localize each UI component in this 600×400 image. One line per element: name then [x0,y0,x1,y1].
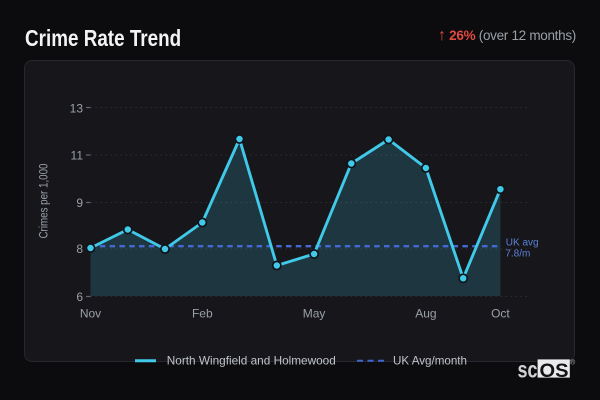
svg-text:®: ® [570,357,576,366]
svg-text:Oct: Oct [491,307,510,321]
svg-text:Nov: Nov [80,307,101,321]
svg-text:UK avg: UK avg [506,238,539,249]
svg-text:11: 11 [71,149,84,163]
svg-text:Aug: Aug [415,307,436,321]
svg-text:OS: OS [540,361,569,382]
svg-text:6: 6 [76,290,83,304]
svg-text:Feb: Feb [192,307,213,321]
svg-text:13: 13 [70,101,84,115]
svg-text:May: May [303,307,326,321]
svg-text:8: 8 [76,242,83,256]
svg-text:sc: sc [518,357,538,383]
svg-text:North Wingfield and Holmewood: North Wingfield and Holmewood [167,354,336,368]
svg-text:UK Avg/month: UK Avg/month [393,354,467,368]
svg-text:Crimes per 1,000: Crimes per 1,000 [39,164,51,239]
svg-text:7.8/m: 7.8/m [505,249,530,260]
svg-text:9: 9 [76,196,83,210]
